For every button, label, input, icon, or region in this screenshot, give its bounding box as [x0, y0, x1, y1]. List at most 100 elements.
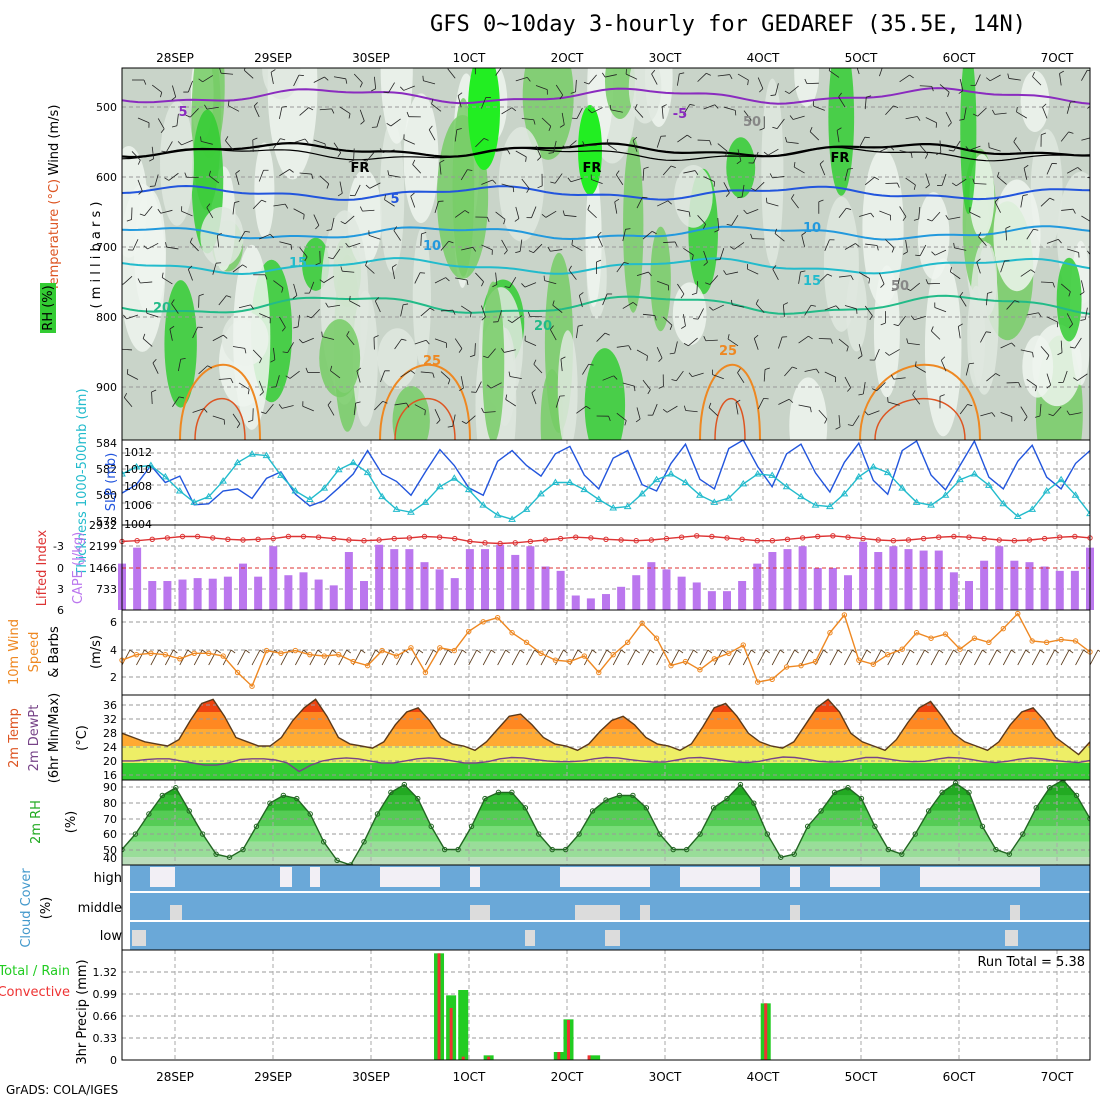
wind-barb: [986, 77, 991, 82]
ylabel-temp-unit: (°C): [75, 725, 90, 751]
wind-barb: [535, 145, 542, 158]
temp-tick: 36: [103, 699, 117, 712]
wind-barb: [662, 408, 668, 413]
wind-barb: [1092, 261, 1095, 265]
wind-barb: [770, 94, 776, 96]
wind-barb: [353, 73, 363, 84]
wind-speed-line-marker: [494, 614, 501, 621]
wind-barb: [1039, 403, 1042, 416]
wind-barb: [804, 368, 817, 372]
wind-barb: [429, 307, 435, 311]
wind-barb: [1046, 316, 1058, 323]
wind-barb: [187, 649, 193, 654]
wind-barb: [794, 166, 805, 174]
wind-barb: [166, 246, 179, 250]
wind-barb: [578, 295, 583, 308]
wind-barb: [907, 342, 920, 346]
wind-barb: [359, 109, 365, 122]
wind-barb: [541, 214, 547, 218]
wind-barb: [570, 91, 576, 94]
cape-bar: [919, 550, 928, 610]
cloud-clear-low: [525, 930, 535, 946]
cape-bar: [450, 578, 459, 610]
wind-barb: [989, 147, 1001, 152]
rh-line-marker: [899, 851, 905, 857]
li-line-marker: [845, 534, 851, 540]
thickness-line-marker: [522, 505, 531, 512]
wind-barb: [750, 188, 756, 191]
wind-barb: [1046, 373, 1052, 386]
panel-frame: [121, 949, 1091, 1061]
rh-line-marker: [226, 854, 233, 860]
wind-barb: [915, 254, 921, 257]
cape-bar: [571, 595, 580, 610]
wind-barb: [891, 247, 895, 253]
wind-barb: [235, 170, 240, 174]
wind-barb: [809, 131, 820, 141]
wind-barb: [785, 137, 788, 143]
thickness-line-marker: [175, 487, 184, 494]
rh-line-marker: [522, 805, 529, 811]
wind-barb: [122, 276, 133, 285]
wind-barb: [168, 172, 179, 181]
wind-barb: [647, 389, 651, 395]
wind-barb: [425, 339, 430, 345]
cape-bar: [1040, 566, 1049, 610]
wind-barb: [172, 396, 180, 408]
wind-barb: [555, 395, 561, 408]
li-line-marker: [981, 535, 987, 542]
wind-barb: [400, 370, 411, 378]
wind-barb: [784, 90, 790, 94]
cloud-clear-high: [310, 867, 320, 887]
rh-line-marker: [804, 823, 811, 830]
temp-band: [122, 699, 1090, 712]
wind-barb: [819, 160, 824, 165]
wind-barb: [824, 305, 837, 311]
wind-barb: [1072, 208, 1076, 214]
wind-barb: [505, 394, 508, 400]
wind-barb: [126, 219, 132, 222]
wind-barb: [996, 649, 1002, 654]
wind-barb: [550, 329, 557, 341]
wind-barb: [495, 149, 508, 152]
wind-barb: [800, 649, 810, 666]
wind-barb: [166, 141, 173, 153]
wind-barb: [736, 649, 742, 654]
rh-line-marker: [1073, 792, 1080, 799]
wind-barb: [1020, 406, 1028, 418]
thickness-line-marker: [421, 498, 430, 505]
li-line-marker: [588, 535, 594, 541]
wind-barb: [576, 405, 587, 414]
rh-line-marker: [482, 795, 488, 802]
thickness-line-marker: [710, 498, 719, 505]
wind-barb: [1000, 342, 1012, 349]
wind-barb: [656, 649, 665, 666]
rh-line-marker: [495, 789, 502, 796]
contour-label: 25: [423, 354, 441, 369]
li-tick: 0: [57, 562, 64, 575]
wind-barb: [279, 107, 283, 120]
contour-label: 20: [153, 301, 171, 316]
wind-barb: [858, 393, 864, 396]
wind-barb: [708, 402, 712, 408]
contour-label: FR: [831, 151, 850, 166]
wind-barb: [481, 244, 493, 251]
isotherm-30: [714, 398, 746, 440]
cape-bar: [707, 591, 716, 610]
wind-barb: [327, 400, 332, 406]
wind-barb: [526, 649, 535, 666]
thickness-line-marker: [797, 492, 805, 500]
wind-barb: [890, 374, 895, 380]
wind-barb: [568, 269, 577, 280]
date-label-top: 2OCT: [551, 51, 584, 65]
wind-barb: [571, 244, 583, 252]
wind-barb: [986, 373, 996, 382]
wind-barb: [1087, 177, 1090, 179]
wind-barb: [1030, 269, 1036, 273]
wind-barb: [893, 377, 906, 380]
wind-barb: [677, 209, 690, 213]
wind-barb: [656, 347, 663, 359]
wind-barb: [1052, 406, 1062, 417]
wind-speed-line-marker: [205, 650, 212, 657]
wind-speed-line-marker: [740, 642, 746, 648]
